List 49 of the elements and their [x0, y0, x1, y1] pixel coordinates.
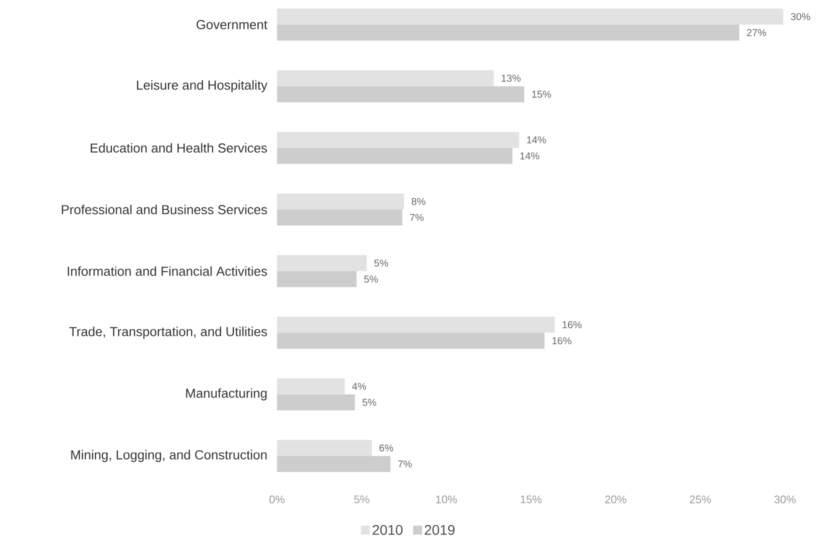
y-tick-label: Mining, Logging, and Construction: [71, 450, 267, 462]
data-label: 27%: [746, 29, 766, 36]
data-label: 15%: [532, 90, 552, 98]
bar: [277, 332, 545, 349]
bar: [277, 86, 524, 102]
bar: [277, 132, 520, 148]
data-label: 14%: [520, 152, 540, 160]
y-tick-label: Professional and Business Services: [62, 204, 267, 214]
data-label: 16%: [562, 321, 582, 328]
bar: [277, 456, 390, 472]
data-label: 8%: [412, 198, 426, 206]
data-label: 14%: [527, 136, 546, 144]
data-label: 5%: [362, 398, 376, 406]
y-tick-label: Trade, Transportation, and Utilities: [69, 326, 267, 339]
data-label: 13%: [502, 74, 521, 82]
data-label: 5%: [374, 260, 388, 267]
y-tick-label: Manufacturing: [186, 388, 267, 400]
x-tick-label: 10%: [436, 496, 457, 504]
bar: [277, 316, 555, 333]
bar: [277, 8, 784, 25]
x-tick-label: 15%: [520, 496, 542, 504]
bar: [277, 70, 494, 86]
bar: [277, 255, 367, 272]
data-label: 16%: [552, 337, 572, 344]
bar: [277, 148, 512, 164]
y-tick-label: Information and Financial Activities: [68, 266, 267, 276]
bar: [277, 440, 372, 456]
x-tick-label: 5%: [354, 496, 370, 504]
bar: [277, 209, 402, 226]
legend-label: 2019: [424, 524, 455, 535]
bar: [277, 24, 740, 41]
bar: [277, 271, 357, 288]
data-label: 6%: [380, 444, 394, 452]
bar: [277, 394, 355, 410]
data-label: 4%: [352, 382, 366, 390]
data-label: 30%: [790, 13, 810, 20]
y-tick-label: Government: [196, 20, 268, 30]
legend-label: 2010: [372, 524, 403, 535]
x-tick-label: 30%: [774, 496, 796, 504]
data-label: 7%: [398, 460, 412, 468]
y-tick-label: Education and Health Services: [90, 143, 267, 153]
x-tick-label: 25%: [690, 496, 711, 504]
y-tick-label: Leisure and Hospitality: [137, 80, 268, 92]
data-label: 5%: [364, 276, 378, 283]
data-label: 7%: [410, 214, 424, 221]
x-tick-label: 0%: [269, 496, 285, 504]
x-tick-label: 20%: [605, 496, 626, 504]
bar: [277, 378, 345, 394]
bar: [277, 193, 404, 210]
